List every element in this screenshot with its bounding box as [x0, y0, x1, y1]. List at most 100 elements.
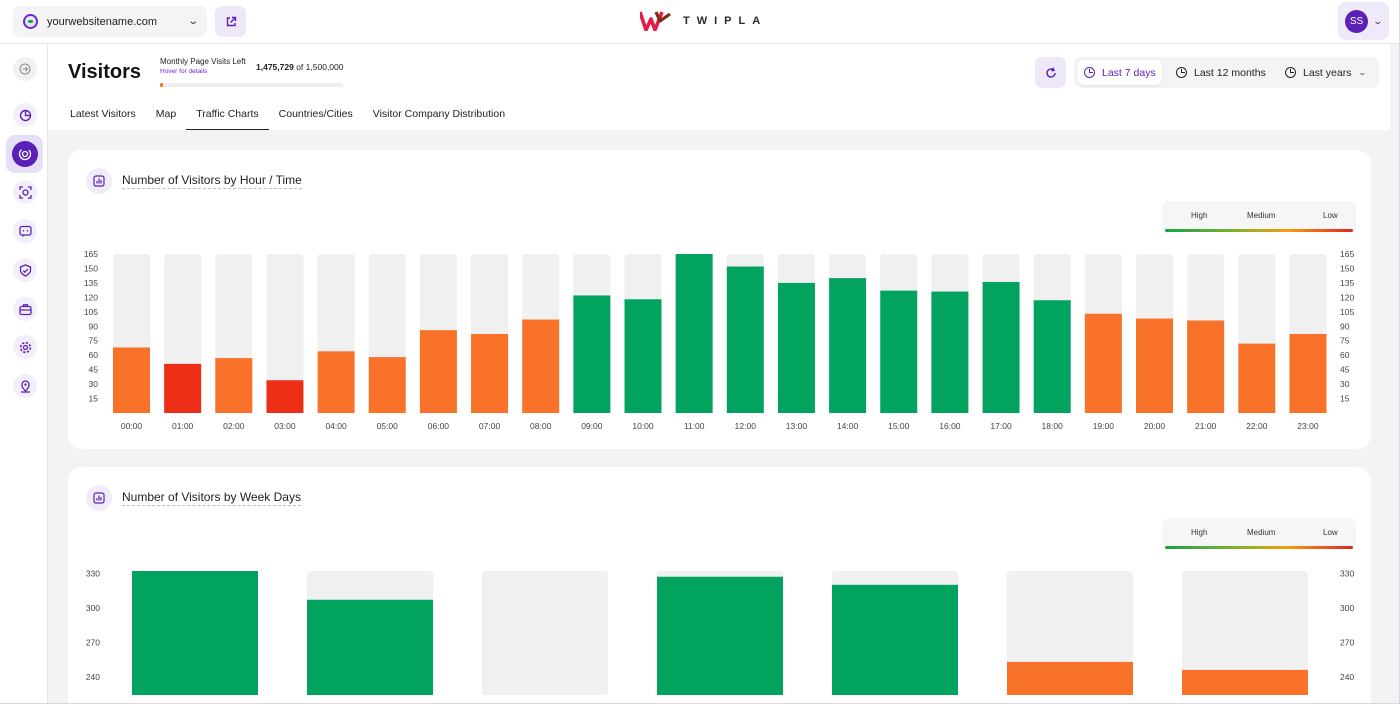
x-tick-label: 12:00: [735, 421, 757, 431]
bar-chart-icon: [93, 492, 105, 504]
bar[interactable]: [624, 299, 662, 413]
chart-title: Number of Visitors by Hour / Time: [122, 173, 302, 189]
hourly-visitors-card: Number of Visitors by Hour / Time High M…: [68, 150, 1371, 449]
sidebar-item-recordings[interactable]: [13, 180, 37, 204]
logo-mark-icon: [640, 11, 671, 31]
bar[interactable]: [1007, 661, 1133, 695]
top-bar: yourwebsitename.com ⌄ TWIPLA SS ⌄: [0, 0, 1399, 44]
bar[interactable]: [657, 576, 783, 695]
sidebar-item-feedback[interactable]: [13, 219, 37, 243]
quota-of: of: [296, 62, 304, 72]
x-tick-label: 05:00: [377, 421, 399, 431]
tab-countries-cities[interactable]: Countries/Cities: [278, 108, 353, 120]
bar[interactable]: [982, 281, 1020, 413]
sidebar-item-analytics[interactable]: [13, 103, 37, 127]
bar[interactable]: [1033, 300, 1071, 413]
bar[interactable]: [113, 347, 150, 413]
x-tick-label: 04:00: [325, 421, 347, 431]
chart-icon: [86, 168, 112, 194]
bar[interactable]: [573, 295, 611, 413]
open-website-button[interactable]: [215, 6, 246, 37]
user-menu[interactable]: SS ⌄: [1338, 2, 1389, 40]
gear-icon: [19, 341, 31, 353]
quota-hover-hint[interactable]: Hover for details: [160, 68, 208, 75]
bar[interactable]: [931, 291, 969, 413]
bar[interactable]: [1187, 320, 1225, 413]
bar[interactable]: [1238, 343, 1276, 413]
bar[interactable]: [164, 363, 202, 413]
chart-icon: [86, 485, 112, 511]
bar[interactable]: [215, 358, 253, 413]
range-last-7-days[interactable]: Last 7 days: [1078, 60, 1162, 85]
sidebar-item-location[interactable]: [13, 374, 37, 398]
y-tick-label-left: 165: [84, 249, 98, 259]
bar[interactable]: [880, 290, 918, 413]
x-tick-label: 11:00: [684, 421, 705, 431]
legend-low: Low: [1323, 528, 1338, 537]
shield-icon: [19, 263, 31, 277]
range-last-years[interactable]: Last years ⌄: [1279, 60, 1372, 85]
toolbox-icon: [18, 303, 32, 315]
y-tick-label-left: 330: [86, 568, 100, 578]
sidebar-item-security[interactable]: [13, 258, 37, 282]
bar[interactable]: [1084, 313, 1122, 413]
y-tick-label-left: 60: [89, 350, 99, 360]
logo-text: TWIPLA: [683, 15, 768, 27]
date-range-selector: Last 7 days Last 12 months Last years ⌄: [1074, 57, 1379, 88]
quota-panel[interactable]: Monthly Page Visits Left Hover for detai…: [160, 57, 350, 87]
x-tick-label: 13:00: [786, 421, 808, 431]
bar-track: [482, 571, 608, 695]
bar[interactable]: [675, 254, 713, 413]
x-tick-label: 02:00: [223, 421, 245, 431]
clock-icon: [1084, 67, 1095, 78]
y-tick-label-left: 150: [84, 263, 98, 273]
sidebar-item-settings[interactable]: [13, 335, 37, 359]
clock-icon: [1176, 67, 1187, 78]
chart-title: Number of Visitors by Week Days: [122, 490, 301, 506]
y-tick-label-right: 90: [1340, 321, 1350, 331]
bar[interactable]: [132, 571, 258, 695]
weekday-bar-chart: 240 240 270 270 300 300 330 330: [86, 568, 1354, 695]
bar[interactable]: [829, 278, 867, 413]
bar-chart-icon: [93, 175, 105, 187]
chart-legend: High Medium Low: [1162, 201, 1356, 232]
bar[interactable]: [317, 351, 355, 413]
sidebar-item-visitors[interactable]: [6, 135, 43, 173]
tab-traffic-charts[interactable]: Traffic Charts: [186, 102, 269, 130]
legend-low: Low: [1323, 211, 1338, 220]
y-tick-label-left: 300: [86, 603, 100, 613]
y-tick-label-right: 240: [1340, 672, 1354, 682]
x-tick-label: 19:00: [1093, 421, 1115, 431]
bar[interactable]: [522, 319, 560, 413]
refresh-button[interactable]: [1035, 57, 1066, 88]
x-tick-label: 01:00: [172, 421, 194, 431]
website-selector[interactable]: yourwebsitename.com ⌄: [13, 6, 207, 37]
y-tick-label-right: 30: [1340, 379, 1350, 389]
bar[interactable]: [832, 584, 958, 695]
tab-visitor-company-distribution[interactable]: Visitor Company Distribution: [372, 108, 506, 120]
y-tick-label-left: 15: [89, 394, 99, 404]
range-last-12-months[interactable]: Last 12 months: [1170, 60, 1272, 85]
refresh-icon: [1045, 67, 1056, 78]
avatar: SS: [1345, 9, 1368, 33]
bar[interactable]: [1182, 669, 1308, 695]
bar[interactable]: [307, 599, 433, 695]
clock-icon: [1285, 67, 1296, 78]
bar[interactable]: [419, 330, 457, 413]
bar[interactable]: [1136, 318, 1173, 413]
bar[interactable]: [1289, 333, 1327, 413]
tab-map[interactable]: Map: [155, 108, 177, 120]
bar[interactable]: [777, 282, 815, 413]
quota-progress-fill: [160, 83, 163, 87]
bar[interactable]: [471, 333, 509, 413]
tab-latest-visitors[interactable]: Latest Visitors: [70, 108, 136, 120]
bar[interactable]: [266, 380, 304, 413]
bar[interactable]: [726, 266, 764, 413]
sidebar-collapse-button[interactable]: [13, 57, 37, 81]
bar[interactable]: [368, 357, 406, 413]
twipla-logo[interactable]: TWIPLA: [640, 11, 767, 31]
y-tick-label-left: 45: [89, 365, 99, 375]
y-tick-label-left: 240: [86, 672, 100, 682]
sidebar-item-toolbox[interactable]: [13, 297, 37, 321]
location-pin-icon: [20, 379, 30, 393]
